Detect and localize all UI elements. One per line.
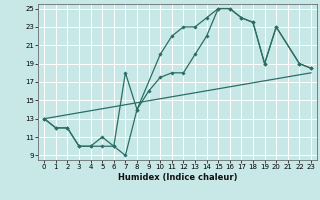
- X-axis label: Humidex (Indice chaleur): Humidex (Indice chaleur): [118, 173, 237, 182]
